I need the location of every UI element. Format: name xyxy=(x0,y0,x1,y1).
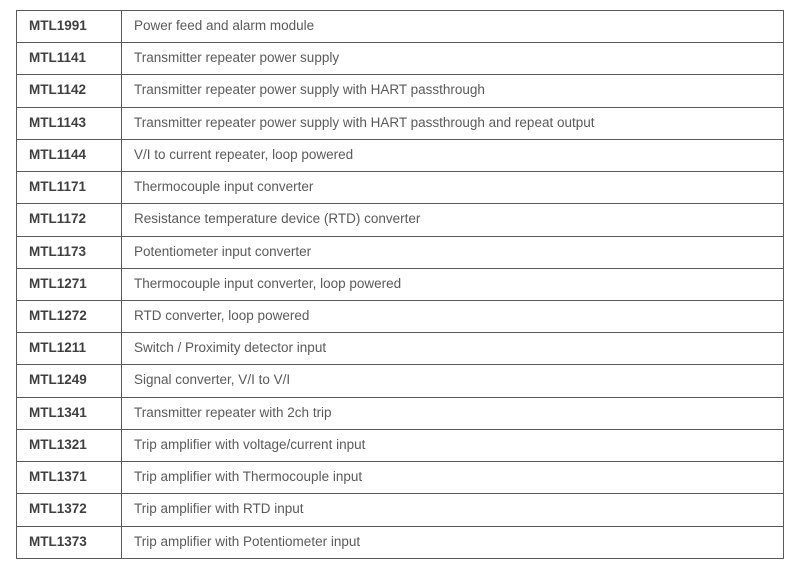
product-code: MTL1371 xyxy=(17,462,122,494)
product-code: MTL1143 xyxy=(17,107,122,139)
product-description: Transmitter repeater power supply with H… xyxy=(122,75,784,107)
product-code: MTL1144 xyxy=(17,139,122,171)
table-row: MTL1271Thermocouple input converter, loo… xyxy=(17,268,784,300)
product-code: MTL1991 xyxy=(17,11,122,43)
product-table: MTL1991Power feed and alarm module MTL11… xyxy=(16,10,784,559)
product-code: MTL1171 xyxy=(17,172,122,204)
product-description: Trip amplifier with Potentiometer input xyxy=(122,526,784,558)
product-description: Trip amplifier with RTD input xyxy=(122,494,784,526)
product-code: MTL1141 xyxy=(17,43,122,75)
table-row: MTL1172Resistance temperature device (RT… xyxy=(17,204,784,236)
product-code: MTL1341 xyxy=(17,397,122,429)
product-description: Potentiometer input converter xyxy=(122,236,784,268)
table-row: MTL1272RTD converter, loop powered xyxy=(17,300,784,332)
product-table-body: MTL1991Power feed and alarm module MTL11… xyxy=(17,11,784,559)
table-row: MTL1142Transmitter repeater power supply… xyxy=(17,75,784,107)
product-code: MTL1173 xyxy=(17,236,122,268)
product-description: Trip amplifier with voltage/current inpu… xyxy=(122,429,784,461)
table-row: MTL1372Trip amplifier with RTD input xyxy=(17,494,784,526)
product-code: MTL1211 xyxy=(17,333,122,365)
table-row: MTL1373Trip amplifier with Potentiometer… xyxy=(17,526,784,558)
product-code: MTL1172 xyxy=(17,204,122,236)
product-description: Transmitter repeater with 2ch trip xyxy=(122,397,784,429)
product-code: MTL1142 xyxy=(17,75,122,107)
product-description: Transmitter repeater power supply xyxy=(122,43,784,75)
product-description: V/I to current repeater, loop powered xyxy=(122,139,784,171)
product-code: MTL1321 xyxy=(17,429,122,461)
table-row: MTL1211Switch / Proximity detector input xyxy=(17,333,784,365)
table-row: MTL1144V/I to current repeater, loop pow… xyxy=(17,139,784,171)
product-description: Switch / Proximity detector input xyxy=(122,333,784,365)
product-description: Transmitter repeater power supply with H… xyxy=(122,107,784,139)
table-row: MTL1321Trip amplifier with voltage/curre… xyxy=(17,429,784,461)
product-description: Thermocouple input converter, loop power… xyxy=(122,268,784,300)
product-description: RTD converter, loop powered xyxy=(122,300,784,332)
table-row: MTL1371Trip amplifier with Thermocouple … xyxy=(17,462,784,494)
product-description: Trip amplifier with Thermocouple input xyxy=(122,462,784,494)
table-row: MTL1173Potentiometer input converter xyxy=(17,236,784,268)
product-code: MTL1271 xyxy=(17,268,122,300)
table-row: MTL1341Transmitter repeater with 2ch tri… xyxy=(17,397,784,429)
product-code: MTL1372 xyxy=(17,494,122,526)
product-description: Thermocouple input converter xyxy=(122,172,784,204)
table-row: MTL1249Signal converter, V/I to V/I xyxy=(17,365,784,397)
product-description: Resistance temperature device (RTD) conv… xyxy=(122,204,784,236)
product-code: MTL1373 xyxy=(17,526,122,558)
table-row: MTL1143Transmitter repeater power supply… xyxy=(17,107,784,139)
product-code: MTL1272 xyxy=(17,300,122,332)
table-row: MTL1141Transmitter repeater power supply xyxy=(17,43,784,75)
product-description: Power feed and alarm module xyxy=(122,11,784,43)
product-description: Signal converter, V/I to V/I xyxy=(122,365,784,397)
product-code: MTL1249 xyxy=(17,365,122,397)
table-row: MTL1171Thermocouple input converter xyxy=(17,172,784,204)
table-row: MTL1991Power feed and alarm module xyxy=(17,11,784,43)
